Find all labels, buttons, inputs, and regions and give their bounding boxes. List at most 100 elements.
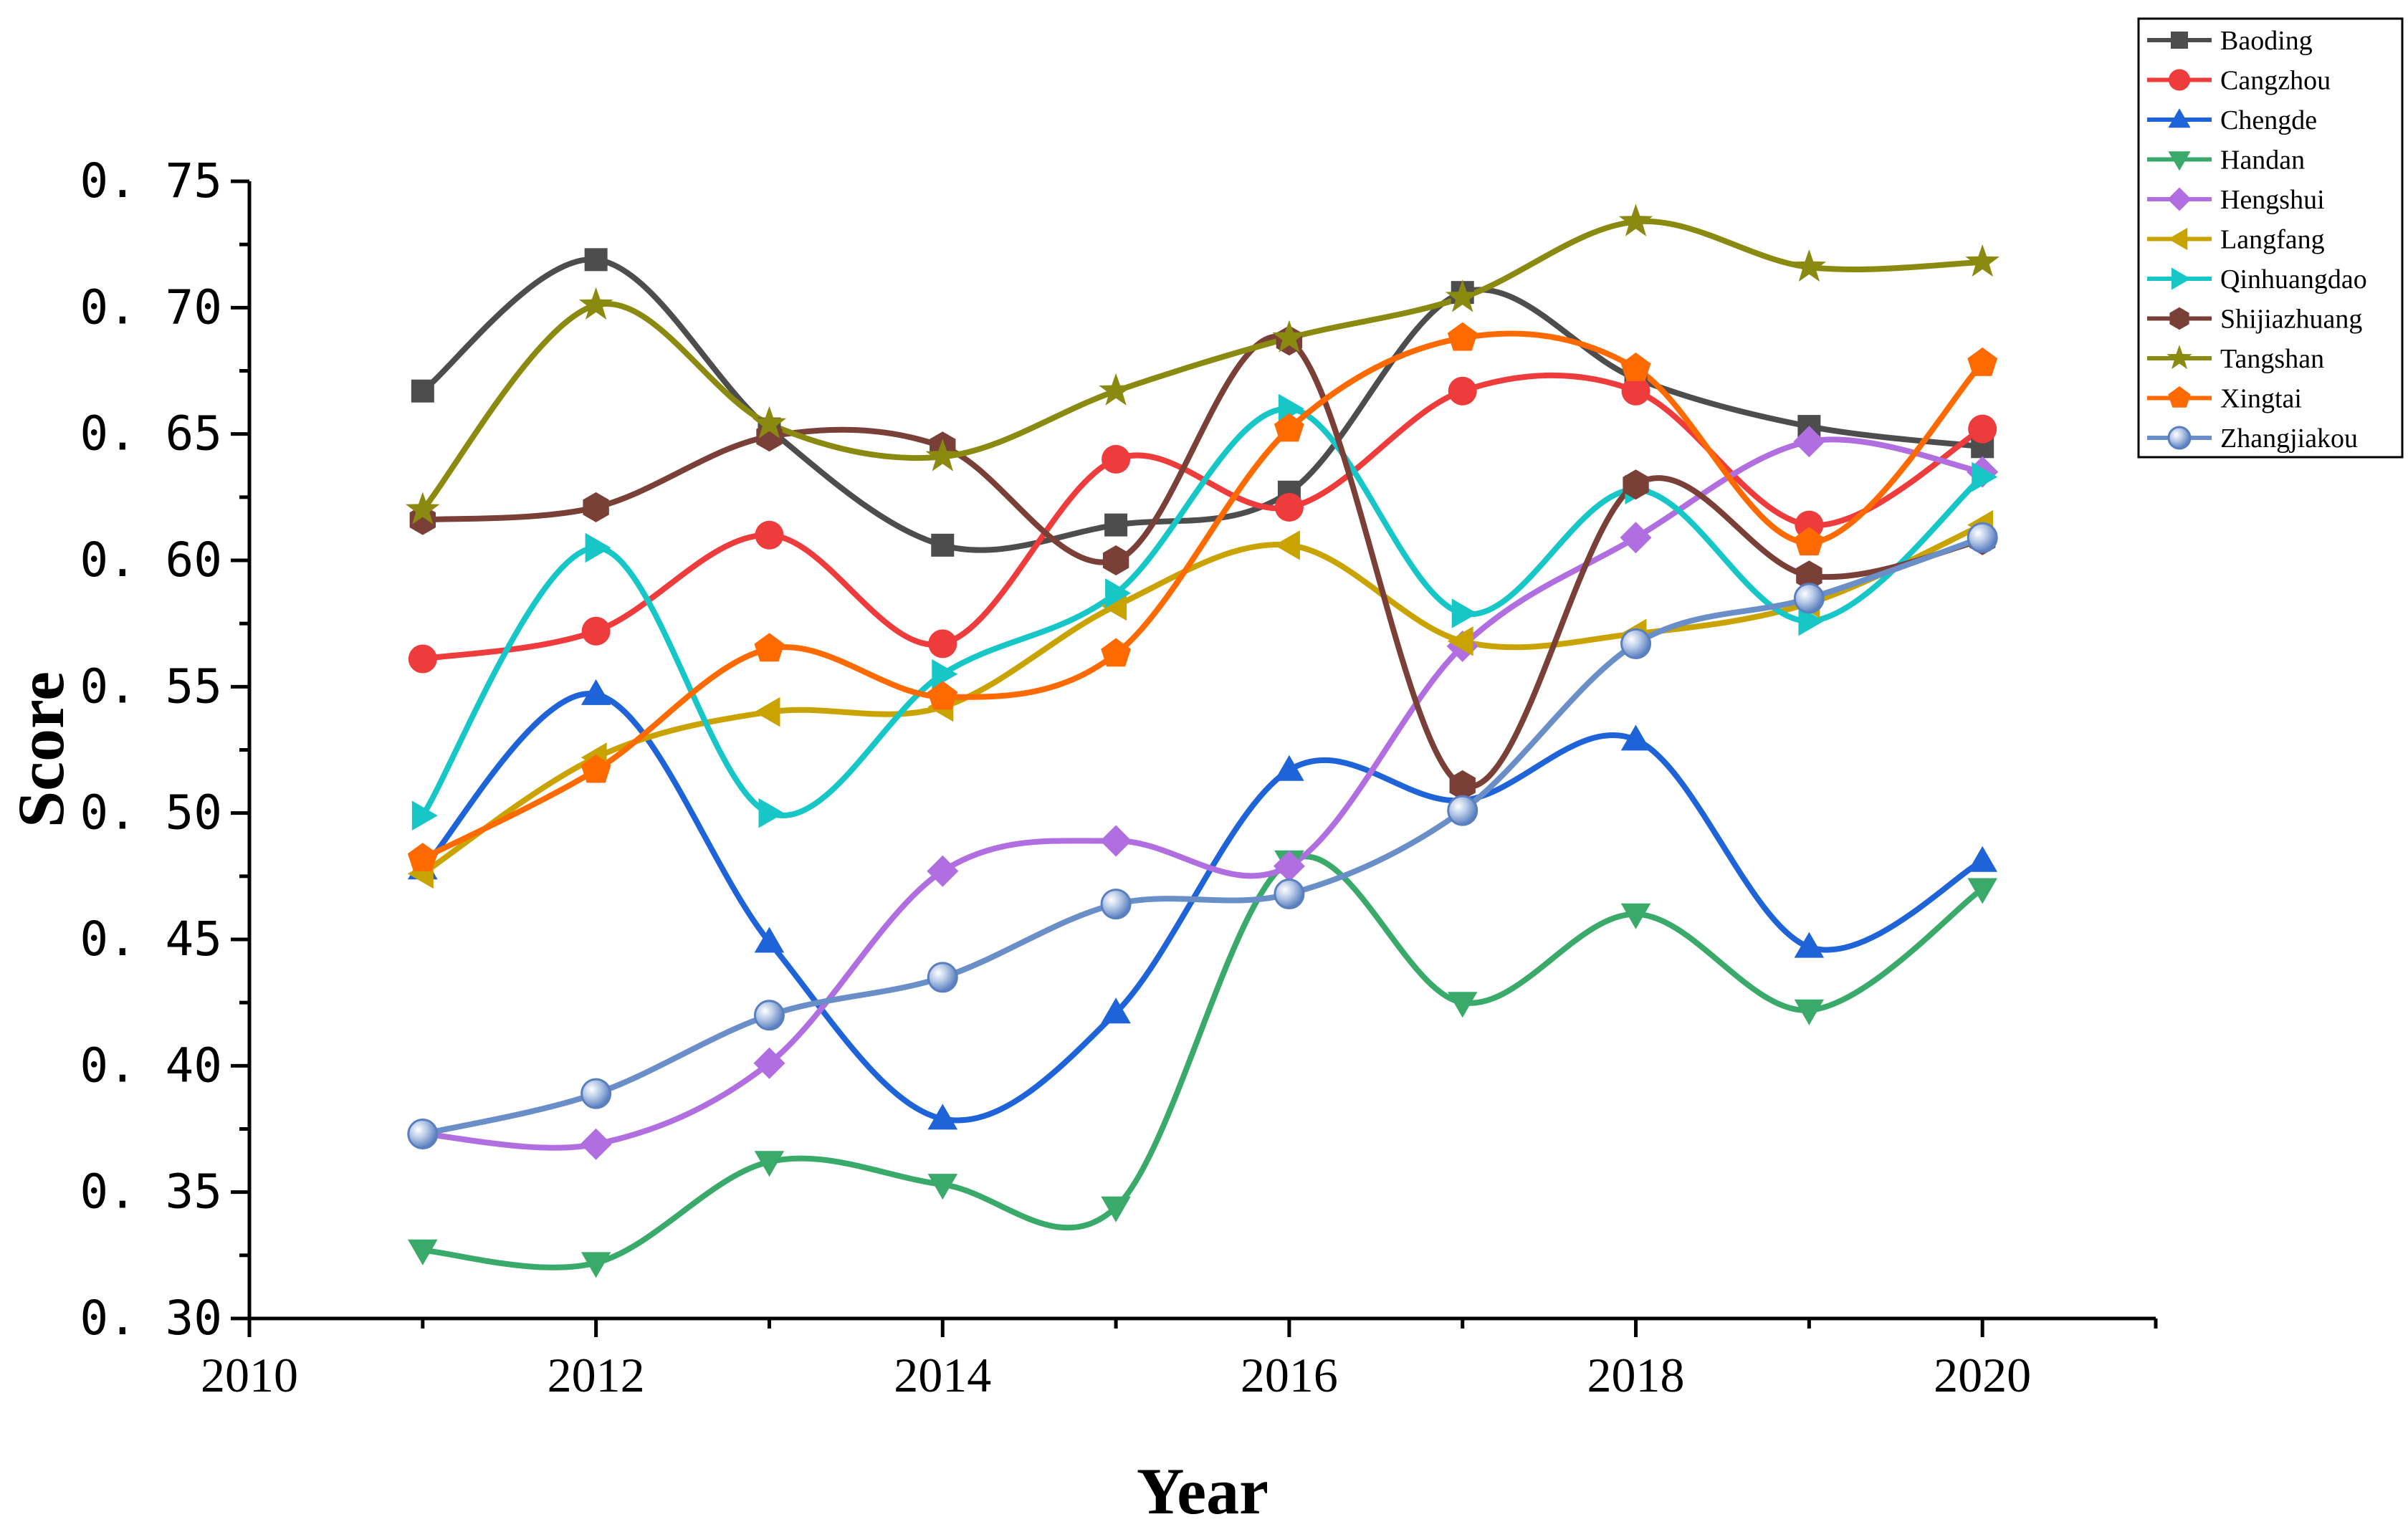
series-markers: [406, 204, 2000, 1278]
y-tick-label: 0. 50: [80, 785, 222, 841]
data-point-hengshui: [1793, 426, 1825, 458]
y-tick-label: 0. 35: [80, 1164, 222, 1220]
data-point-handan: [1620, 903, 1651, 929]
data-point-tangshan: [752, 406, 787, 439]
legend-label-qinhuangdao: Qinhuangdao: [2220, 264, 2367, 295]
data-point-tangshan: [578, 287, 613, 320]
data-point-langfang: [1447, 626, 1473, 656]
legend: Baoding Cangzhou Chengde Handan Hengshui Lang…: [2137, 17, 2404, 459]
legend-marker-cangzhou: [2169, 69, 2190, 91]
data-point-hengshui: [1273, 850, 1305, 882]
data-point-cangzhou: [1968, 414, 1997, 444]
data-point-chengde: [1274, 755, 1304, 781]
data-point-zhangjiakou: [927, 962, 958, 993]
y-tick-label: 0. 60: [80, 532, 222, 588]
data-point-chengde: [754, 927, 785, 953]
data-point-xingtai: [927, 681, 958, 710]
legend-label-zhangjiakou: Zhangjiakou: [2220, 423, 2358, 454]
y-tick-label: 0. 40: [80, 1038, 222, 1093]
series-line-xingtai: [419, 330, 1986, 862]
legend-marker-tangshan: [2166, 345, 2192, 370]
data-point-handan: [1101, 1196, 1131, 1222]
series-line-langfang: [419, 522, 1986, 877]
series-line-tangshan: [419, 218, 1986, 513]
data-point-zhangjiakou: [580, 1078, 612, 1109]
data-point-chengde: [580, 679, 611, 705]
data-point-zhangjiakou: [1967, 522, 1998, 553]
legend-marker-xingtai: [2168, 386, 2191, 408]
series-line-cangzhou: [419, 372, 1986, 662]
legend-label-hengshui: Hengshui: [2220, 185, 2325, 215]
legend-label-langfang: Langfang: [2220, 225, 2325, 255]
data-point-cangzhou: [928, 629, 957, 659]
legend-marker-langfang: [2168, 227, 2188, 251]
data-point-chengde: [1794, 932, 1825, 958]
data-point-hengshui: [580, 1128, 612, 1160]
legend-marker-handan: [2168, 151, 2191, 171]
data-point-zhangjiakou: [753, 1000, 785, 1031]
data-point-handan: [754, 1151, 785, 1177]
data-point-cangzhou: [581, 616, 611, 646]
data-point-shijiazhuang: [1449, 770, 1476, 800]
data-point-xingtai: [754, 633, 785, 662]
data-point-zhangjiakou: [1274, 879, 1305, 910]
legend-marker-zhangjiakou: [2167, 426, 2192, 450]
data-point-chengde: [1967, 846, 1997, 872]
data-point-cangzhou: [1448, 376, 1477, 406]
legend-label-chengde: Chengde: [2220, 105, 2317, 135]
legend-marker-qinhuangdao: [2171, 267, 2191, 290]
data-point-qinhuangdao: [411, 800, 438, 830]
y-tick-label: 0. 30: [80, 1291, 222, 1346]
data-point-handan: [1967, 878, 1997, 904]
data-point-cangzhou: [1274, 492, 1304, 522]
data-point-tangshan: [1272, 320, 1306, 353]
legend-marker-baoding: [2171, 32, 2188, 49]
legend-label-baoding: Baoding: [2220, 26, 2313, 56]
data-point-qinhuangdao: [585, 532, 611, 563]
y-tick-label: 0. 45: [80, 911, 222, 967]
data-point-qinhuangdao: [1451, 598, 1478, 628]
data-point-cangzhou: [1102, 444, 1131, 474]
x-tick-label: 2010: [201, 1348, 298, 1402]
data-point-tangshan: [1618, 204, 1653, 236]
data-point-tangshan: [1446, 279, 1480, 312]
series-line-zhangjiakou: [419, 535, 1986, 1137]
y-axis-title: Score: [4, 671, 77, 828]
legend-marker-shijiazhuang: [2169, 307, 2189, 330]
data-point-xingtai: [580, 754, 611, 783]
data-point-shijiazhuang: [1623, 469, 1649, 500]
legend-label-tangshan: Tangshan: [2220, 344, 2324, 374]
x-tick-label: 2016: [1241, 1348, 1338, 1402]
x-ticks: 2010 2012 2014 2016 2018 2020: [201, 1318, 2158, 1402]
data-point-xingtai: [407, 843, 438, 871]
data-point-shijiazhuang: [583, 492, 609, 522]
y-tick-label: 0. 65: [80, 406, 222, 461]
data-point-zhangjiakou: [1100, 889, 1132, 920]
data-point-qinhuangdao: [1798, 605, 1825, 636]
data-point-zhangjiakou: [1793, 583, 1825, 614]
data-point-tangshan: [925, 439, 960, 471]
data-point-shijiazhuang: [1102, 545, 1129, 575]
data-point-xingtai: [1620, 353, 1651, 381]
data-point-qinhuangdao: [758, 798, 785, 828]
data-point-xingtai: [1447, 322, 1478, 351]
legend-label-xingtai: Xingtai: [2220, 384, 2302, 414]
data-point-handan: [580, 1252, 611, 1278]
data-point-xingtai: [1101, 638, 1131, 667]
y-tick-label: 0. 75: [80, 153, 222, 209]
data-point-qinhuangdao: [932, 659, 958, 689]
series-line-handan: [419, 853, 1986, 1270]
data-point-tangshan: [1099, 373, 1133, 406]
data-point-cangzhou: [408, 644, 437, 674]
data-point-hengshui: [1620, 522, 1652, 554]
data-point-hengshui: [1100, 825, 1132, 857]
data-point-handan: [408, 1239, 438, 1265]
series-lines: [419, 218, 1986, 1270]
data-point-baoding: [1104, 513, 1128, 537]
x-tick-label: 2012: [548, 1348, 645, 1402]
x-tick-label: 2018: [1587, 1348, 1685, 1402]
data-point-tangshan: [1792, 249, 1827, 282]
data-point-chengde: [927, 1104, 958, 1130]
data-point-tangshan: [406, 492, 440, 525]
